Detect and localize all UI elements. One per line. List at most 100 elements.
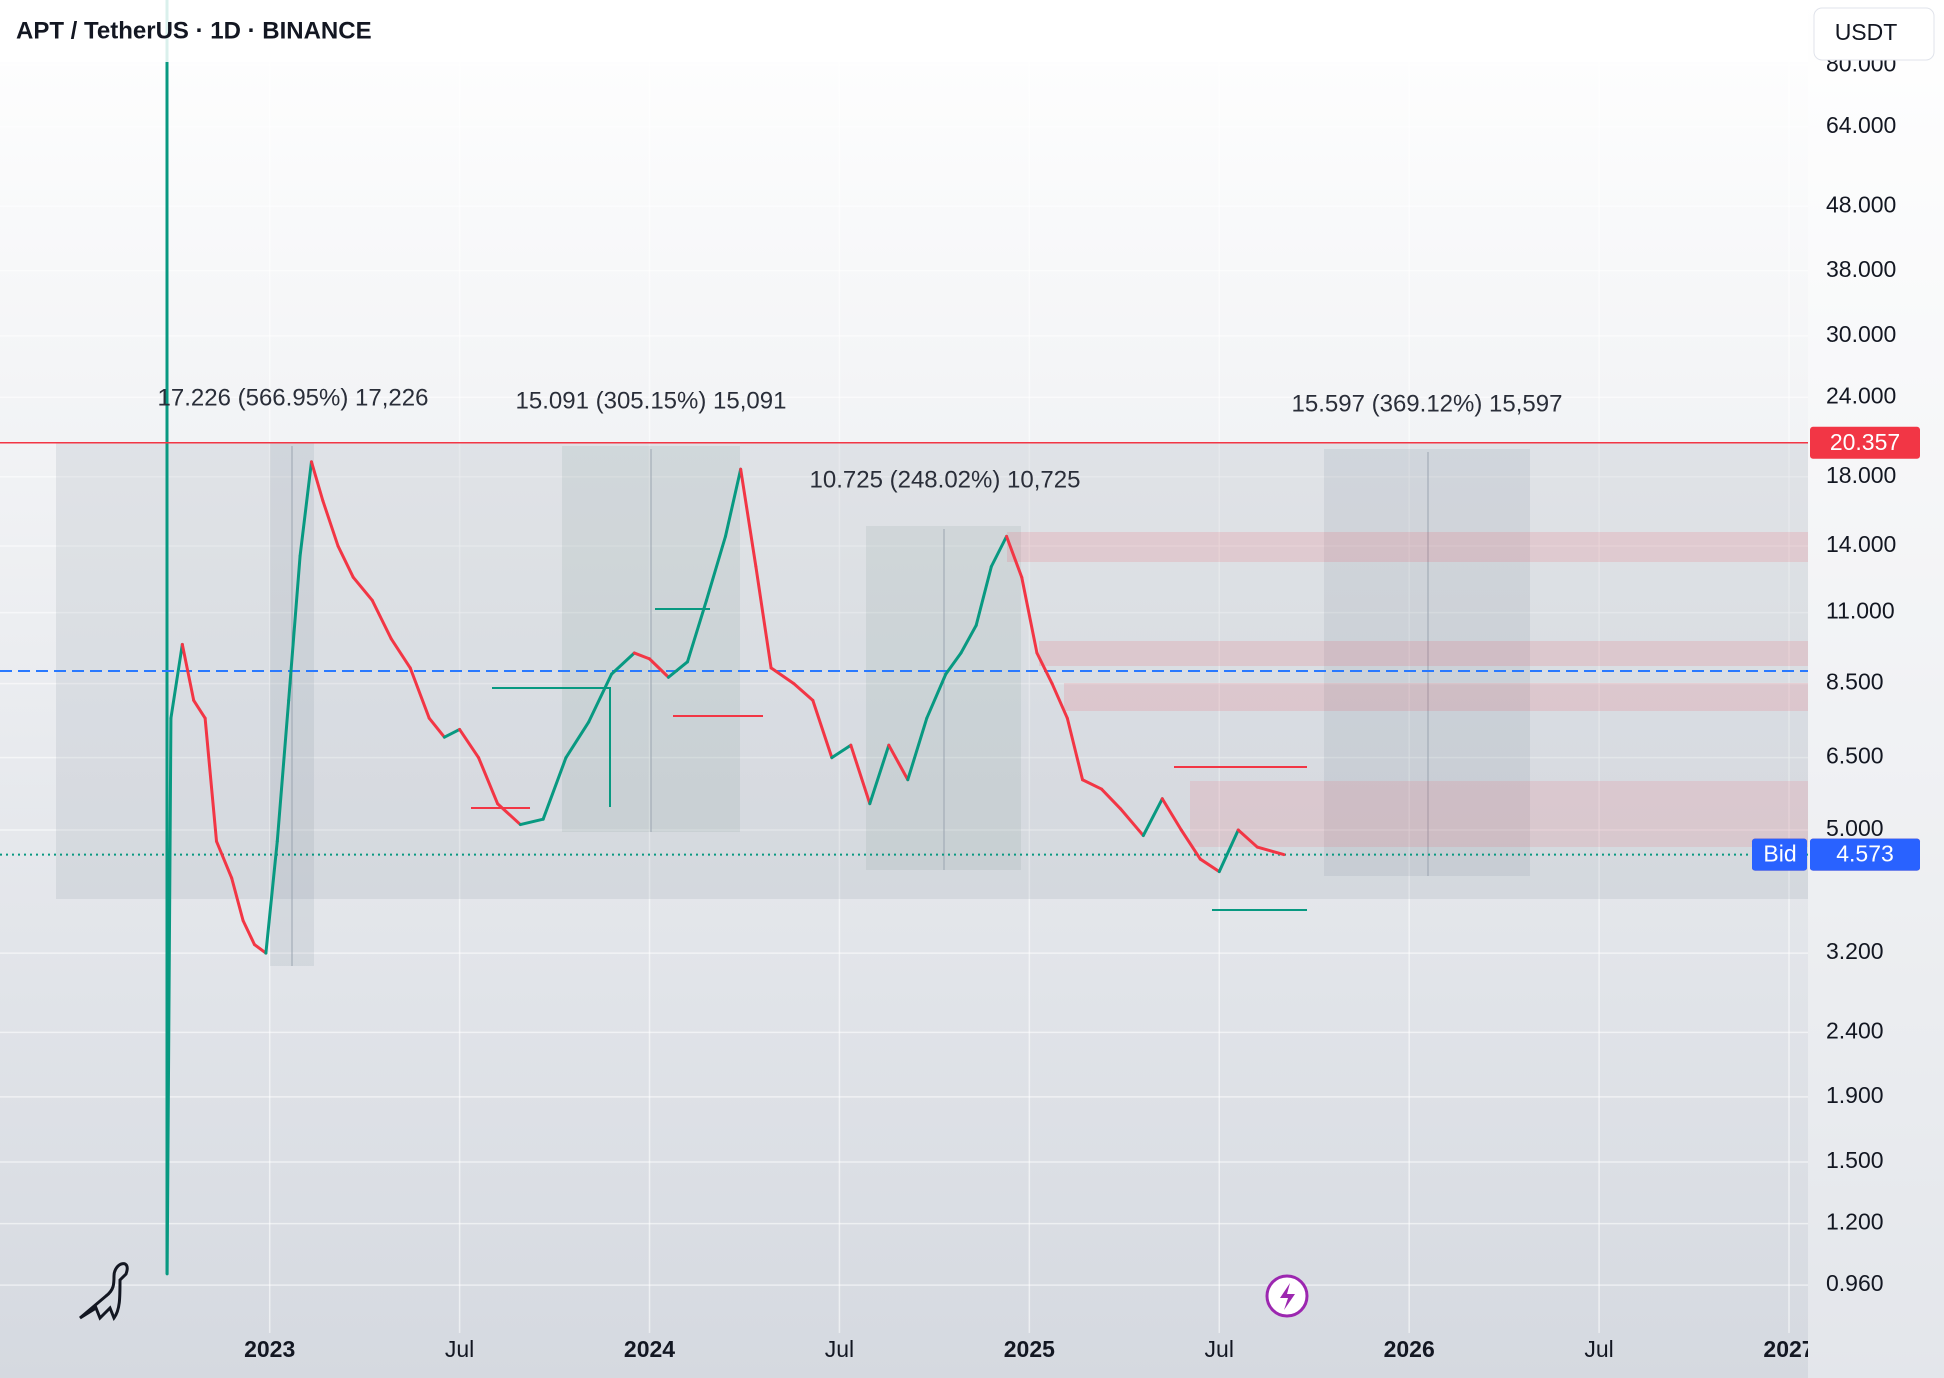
- price-segment: [704, 534, 727, 602]
- price-segment: [298, 460, 313, 558]
- supply-zone: [1190, 781, 1808, 847]
- price-axis: [1808, 0, 1944, 1378]
- price-segment: [427, 716, 446, 739]
- price-segment: [1005, 534, 1024, 579]
- price-tag-label: 20.357: [1830, 429, 1900, 455]
- measure-label: 17.226 (566.95%) 17,226: [158, 384, 429, 411]
- axes-layer: 0.960 1.200 1.500 1.900 2.400 3.200 5.000 6.500…: [244, 50, 1896, 1362]
- price-segment: [830, 743, 853, 760]
- price-segment: [1141, 797, 1164, 838]
- price-segment: [944, 651, 963, 676]
- price-segment: [887, 743, 910, 782]
- price-segment: [906, 716, 929, 782]
- currency-label[interactable]: USDT: [1835, 19, 1898, 45]
- time-axis: 2023 Jul 2024 Jul 2025 Jul 2026 Jul 2027: [244, 1336, 1814, 1362]
- price-tag-label: 4.573: [1836, 841, 1894, 867]
- x-tick-label: Jul: [1205, 1336, 1234, 1362]
- price-segment: [632, 651, 652, 661]
- price-segment: [203, 716, 219, 843]
- price-segment: [477, 756, 500, 806]
- y-tick-label: 5.000: [1826, 815, 1884, 841]
- header-bar: [0, 0, 1808, 62]
- price-segment: [408, 666, 431, 720]
- price-segment: [769, 666, 796, 686]
- price-segment: [792, 682, 815, 702]
- price-segment: [241, 919, 256, 947]
- y-tick-label: 24.000: [1826, 382, 1896, 408]
- y-tick-label: 2.400: [1826, 1018, 1884, 1044]
- price-segment: [959, 623, 978, 655]
- price-segment: [1198, 857, 1221, 874]
- grid-layer: [0, 0, 1808, 1333]
- price-segment: [1179, 828, 1202, 861]
- price-segment: [496, 802, 522, 827]
- price-segment: [351, 575, 374, 602]
- price-segment: [180, 642, 196, 702]
- supply-zone: [1039, 641, 1808, 666]
- logo: [79, 1262, 129, 1322]
- y-tick-label: 11.000: [1826, 598, 1895, 624]
- price-segment: [989, 534, 1009, 568]
- price-segment: [925, 672, 948, 720]
- price-segment: [389, 637, 412, 670]
- price-segment: [541, 756, 568, 821]
- supply-zone: [1064, 683, 1808, 711]
- price-segment: [974, 564, 993, 627]
- price-segment: [321, 499, 340, 548]
- x-tick-label: 2025: [1004, 1336, 1055, 1362]
- range-line: [492, 687, 611, 807]
- price-segment: [849, 743, 872, 806]
- price-segment: [1081, 778, 1104, 791]
- price-segment: [1119, 807, 1145, 838]
- price-segment: [230, 876, 245, 923]
- price-segment: [287, 554, 302, 702]
- price-segment: [564, 720, 591, 760]
- lightning-icon: [1280, 1283, 1295, 1310]
- y-tick-label: 0.960: [1826, 1270, 1884, 1296]
- price-segment: [192, 698, 207, 720]
- y-tick-label: 1.500: [1826, 1147, 1884, 1173]
- price-segment: [685, 598, 708, 664]
- x-tick-label: 2027: [1763, 1336, 1814, 1362]
- price-segment: [264, 839, 279, 955]
- price-segment: [1217, 828, 1240, 874]
- symbol-title: APT / TetherUS · 1D · BINANCE: [16, 17, 372, 44]
- price-tag-name: Bid: [1763, 841, 1796, 867]
- price-segment: [754, 564, 773, 670]
- y-tick-label: 6.500: [1826, 743, 1884, 769]
- price-segment: [336, 544, 355, 579]
- y-tick-label: 1.200: [1826, 1209, 1884, 1235]
- price-tag: [1810, 426, 1920, 459]
- measure-label: 15.597 (369.12%) 15,597: [1292, 390, 1563, 417]
- price-segment: [215, 839, 234, 880]
- supply-zone: [1007, 532, 1808, 562]
- x-tick-label: Jul: [445, 1336, 474, 1362]
- price-segment: [458, 727, 481, 760]
- logo-shape: [79, 1262, 129, 1322]
- x-tick-label: 2024: [624, 1336, 675, 1362]
- x-tick-label: Jul: [825, 1336, 854, 1362]
- price-segment: [587, 672, 614, 724]
- price-segment: [610, 651, 636, 676]
- price-segment: [868, 743, 891, 806]
- price-segment: [1065, 716, 1085, 782]
- price-segment: [309, 460, 325, 503]
- price-segment: [739, 467, 758, 568]
- y-tick-label: 3.200: [1826, 938, 1884, 964]
- y-tick-label: 48.000: [1826, 191, 1896, 217]
- price-segment: [370, 598, 393, 641]
- price-segment: [518, 817, 545, 827]
- price-segment: [723, 467, 743, 538]
- currency-button[interactable]: [1813, 7, 1935, 61]
- y-tick-label: 30.000: [1826, 321, 1896, 347]
- y-tick-label: 18.000: [1826, 462, 1896, 488]
- measure-label: 15.091 (305.15%) 15,091: [516, 387, 787, 414]
- price-segment: [1050, 682, 1069, 720]
- price-segment: [1035, 651, 1054, 686]
- price-segment: [811, 698, 834, 760]
- price-segment: [1020, 575, 1039, 655]
- price-segment: [165, 716, 173, 1276]
- y-tick-label: 38.000: [1826, 256, 1896, 282]
